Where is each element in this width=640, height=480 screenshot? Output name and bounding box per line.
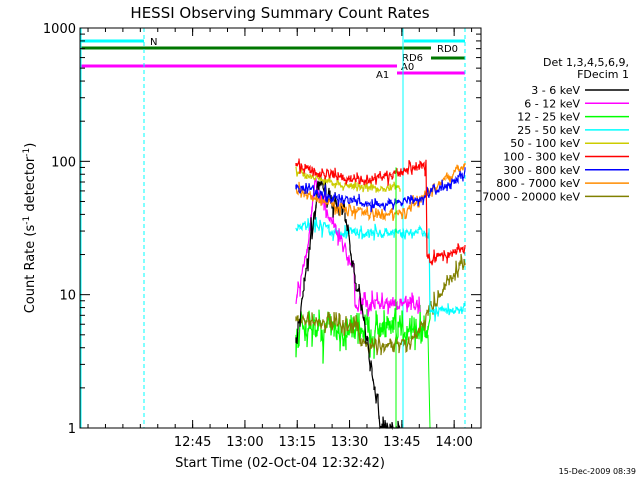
flag-label-n: N [150,37,157,48]
legend-entry-label: 800 - 7000 keV [496,177,580,190]
series-line-6-12kev [295,177,421,317]
series-line-25-50kev [295,217,466,322]
x-tick-label: 13:30 [331,435,368,450]
series-line-7000-20000kev [295,253,466,356]
y-tick-label: 1000 [43,22,76,37]
x-tick-label: 13:15 [279,435,316,450]
legend-header-line2: FDecim 1 [577,68,629,81]
chart-title: HESSI Observing Summary Count Rates [130,4,429,22]
series-line-800-7000kev [295,162,466,222]
flag-label-rd0: RD0 [437,44,458,55]
x-axis-label: Start Time (02-Oct-04 12:32:42) [175,456,385,471]
plot-frame [79,27,482,429]
x-tick-label: 13:45 [383,435,420,450]
legend-entry-label: 6 - 12 keV [524,97,580,110]
legend-entry-label: 100 - 300 keV [503,151,580,164]
y-tick-label: 10 [59,289,76,304]
series-green-drop [427,334,431,429]
legend-entry-label: 7000 - 20000 keV [482,190,580,203]
y-tick-label: 1 [68,422,76,437]
series-line-300-800kev [295,167,466,213]
x-tick-label: 13:00 [226,435,263,450]
legend-entry-label: 50 - 100 keV [510,137,580,150]
y-tick-label: 100 [51,155,76,170]
flag-label-a1: A1 [376,70,389,81]
legend-entry-label: 12 - 25 keV [517,111,580,124]
legend-entry-label: 25 - 50 keV [517,124,580,137]
flag-label-a0: A0 [401,62,414,73]
series-line-3-6kev [295,177,401,430]
footer-timestamp: 15-Dec-2009 08:39 [559,467,636,476]
legend-entry-label: 300 - 800 keV [503,164,580,177]
series-line-100-300kev [295,158,466,266]
legend-entry-label: 3 - 6 keV [531,84,580,97]
x-tick-label: 14:00 [435,435,472,450]
flag-label-rd6: RD6 [402,53,423,64]
x-tick-label: 12:45 [174,435,211,450]
y-axis-label: Count Rate (s-1 detector-1) [22,143,38,314]
legend-header-line1: Det 1,3,4,5,6,9, [543,56,629,69]
series-line-12-25kev [295,304,431,364]
